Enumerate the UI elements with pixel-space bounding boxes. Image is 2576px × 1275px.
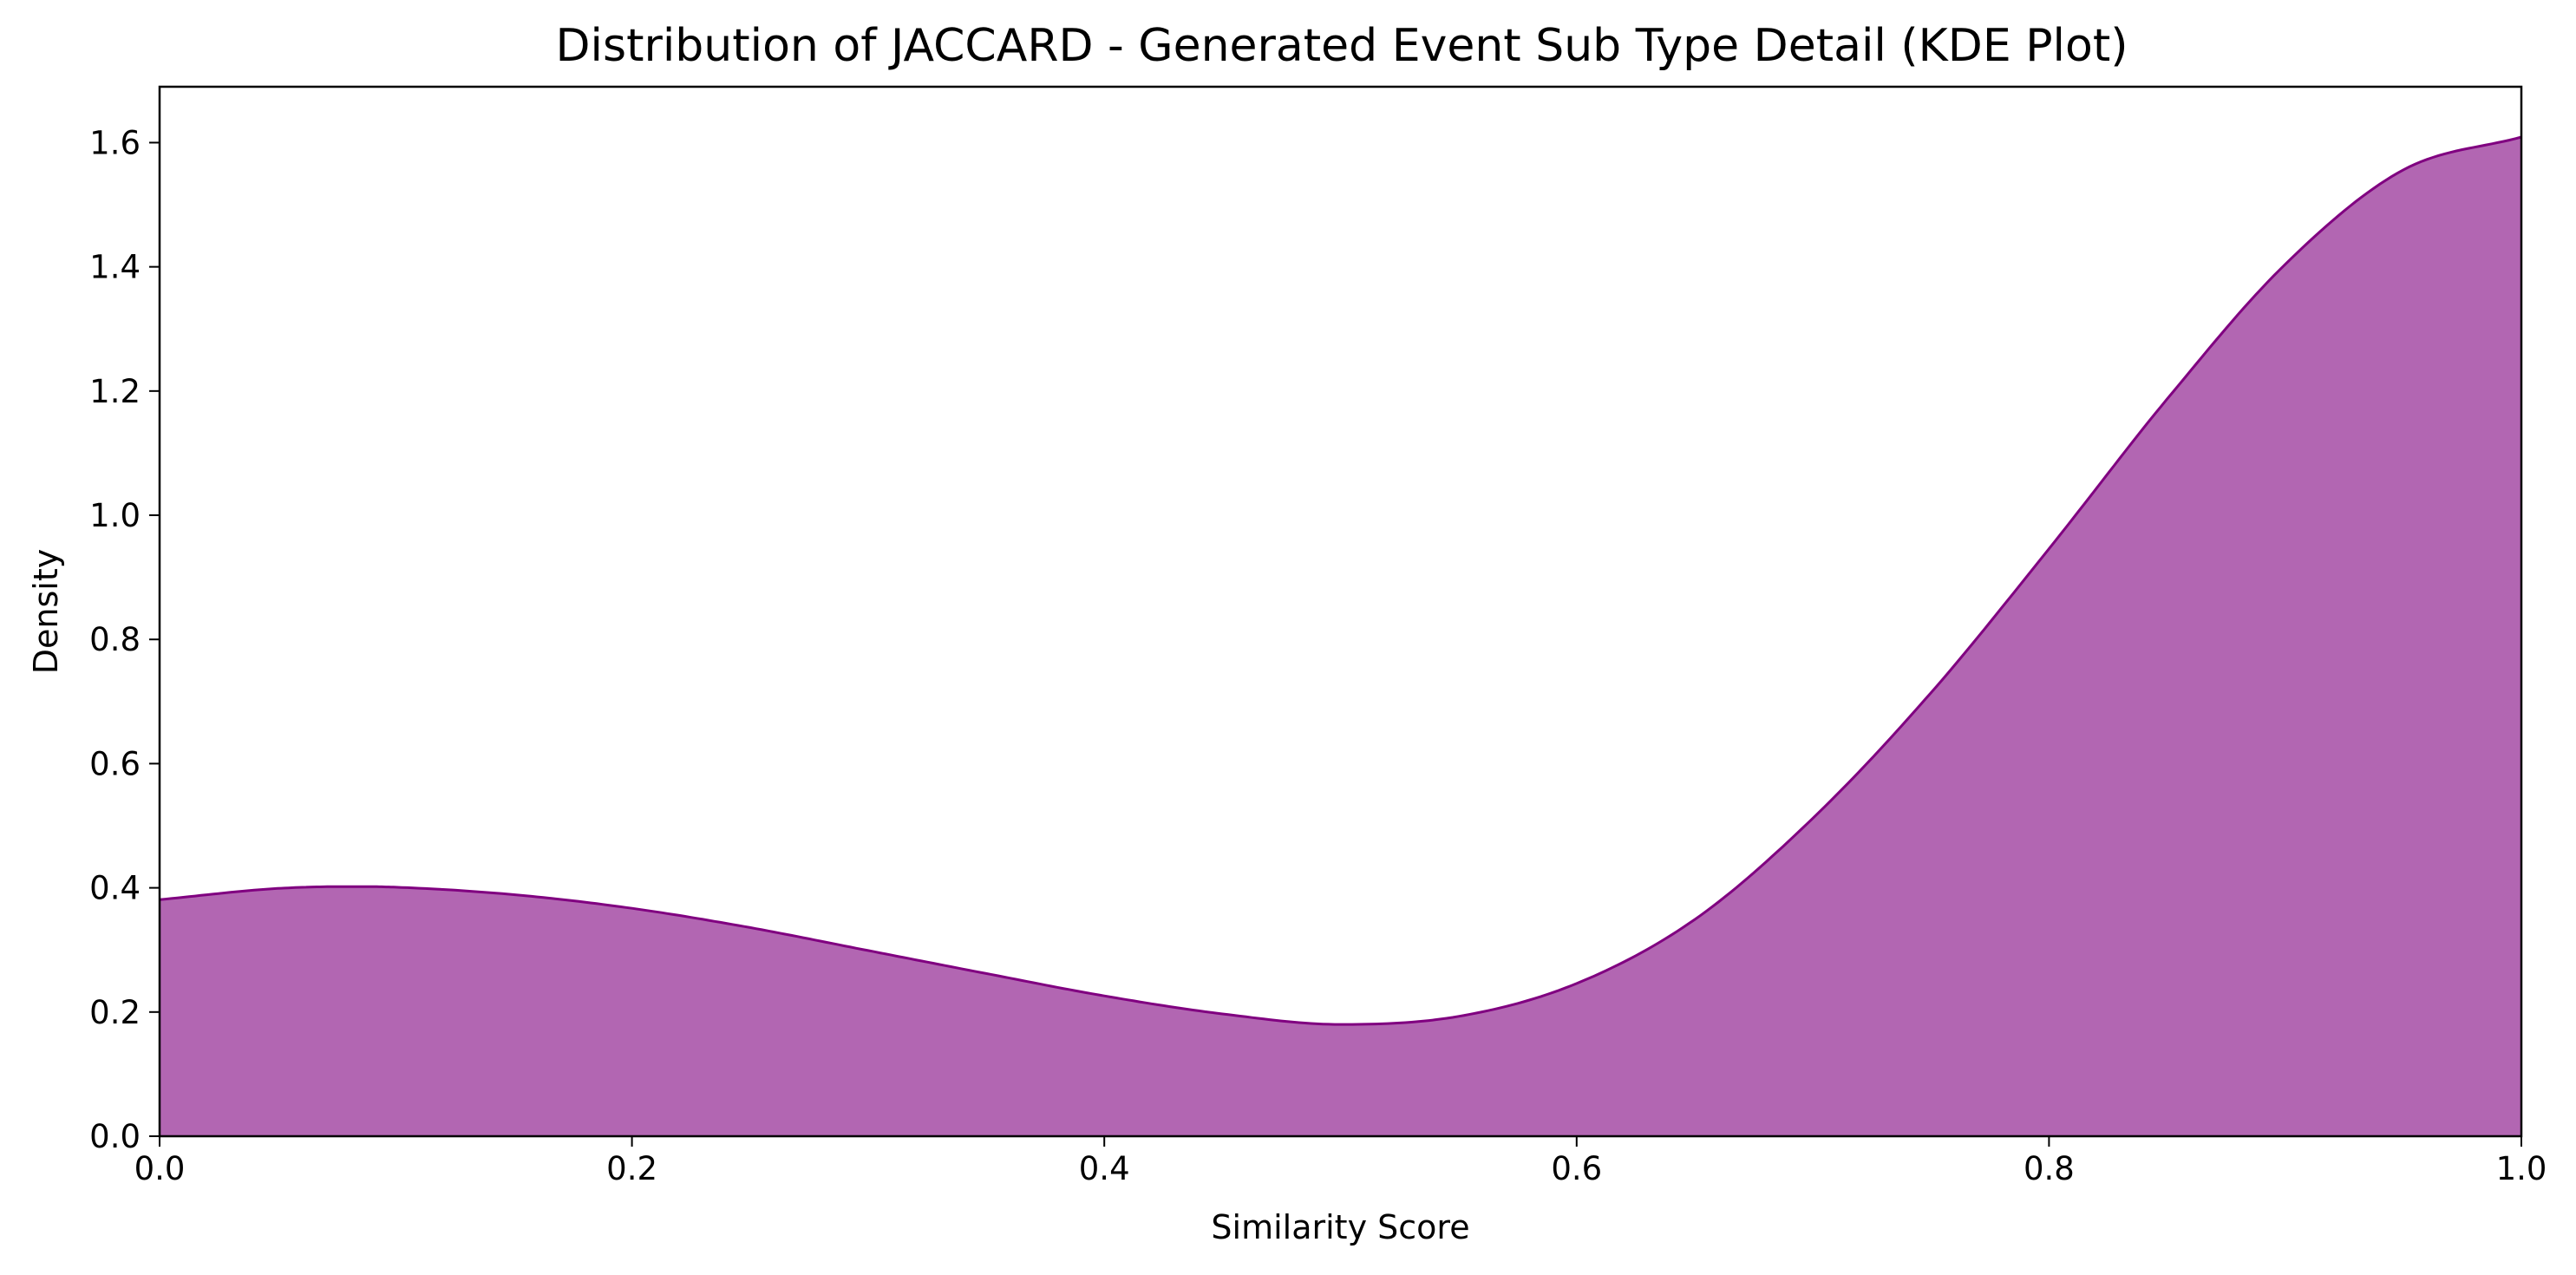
plot-frame bbox=[158, 85, 2523, 1138]
chart-title: Distribution of JACCARD - Generated Even… bbox=[556, 20, 2128, 72]
kde-curve-line bbox=[159, 135, 2522, 1026]
x-tick-label: 1.0 bbox=[2496, 1150, 2547, 1187]
x-tick-label: 0.0 bbox=[134, 1150, 186, 1187]
y-axis: 0.0 0.2 0.4 0.6 0.8 1.0 1.2 1.4 1.6 bbox=[89, 124, 160, 1155]
x-tick-label: 0.2 bbox=[606, 1150, 657, 1187]
x-tick-label: 0.6 bbox=[1551, 1150, 1602, 1187]
y-tick-label: 1.4 bbox=[89, 249, 141, 286]
y-tick-label: 0.8 bbox=[89, 621, 141, 658]
y-tick-label: 1.2 bbox=[89, 373, 141, 410]
y-tick-label: 0.6 bbox=[89, 745, 141, 782]
y-tick-label: 0.0 bbox=[89, 1118, 141, 1155]
x-tick-label: 0.4 bbox=[1079, 1150, 1130, 1187]
x-axis: 0.0 0.2 0.4 0.6 0.8 1.0 bbox=[134, 1136, 2547, 1187]
y-tick-label: 0.2 bbox=[89, 994, 141, 1031]
y-tick-label: 0.4 bbox=[89, 870, 141, 907]
plot-area bbox=[159, 135, 2522, 1136]
kde-area-fill bbox=[160, 137, 2521, 1136]
y-tick-label: 1.6 bbox=[89, 124, 141, 161]
y-axis-label: Density bbox=[27, 549, 65, 674]
y-tick-label: 1.0 bbox=[89, 497, 141, 534]
x-axis-label: Similarity Score bbox=[1211, 1208, 1469, 1246]
x-tick-label: 0.8 bbox=[2024, 1150, 2075, 1187]
